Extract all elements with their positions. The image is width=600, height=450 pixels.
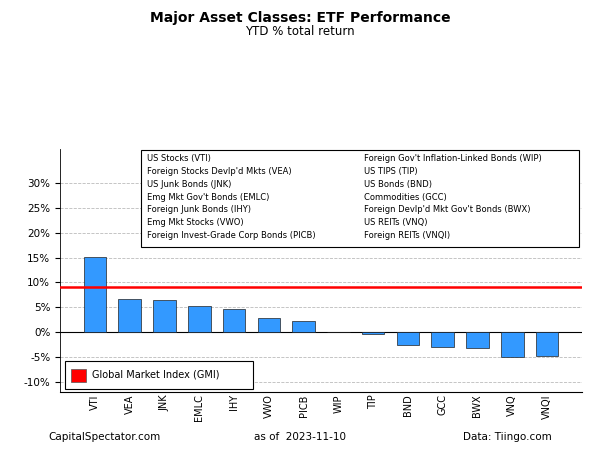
Text: as of  2023-11-10: as of 2023-11-10 [254,432,346,442]
Bar [71,369,86,382]
Bar [431,332,454,347]
Bar [501,332,524,357]
Text: Foreign Gov't Inflation-Linked Bonds (WIP)
US TIPS (TIP)
US Bonds (BND)
Commodit: Foreign Gov't Inflation-Linked Bonds (WI… [364,154,542,240]
Text: Major Asset Classes: ETF Performance: Major Asset Classes: ETF Performance [149,11,451,25]
Bar [141,150,580,247]
Bar [188,306,211,332]
Text: YTD % total return: YTD % total return [245,25,355,38]
Text: Global Market Index (GMI): Global Market Index (GMI) [92,370,220,380]
Bar [257,318,280,332]
Bar [466,332,489,348]
Bar [397,332,419,346]
Bar [84,257,106,332]
Text: Data: Tiingo.com: Data: Tiingo.com [463,432,552,442]
Bar [536,332,558,356]
Bar [327,332,350,333]
Bar [65,361,253,389]
Text: CapitalSpectator.com: CapitalSpectator.com [48,432,160,442]
Text: US Stocks (VTI)
Foreign Stocks Devlp'd Mkts (VEA)
US Junk Bonds (JNK)
Emg Mkt Go: US Stocks (VTI) Foreign Stocks Devlp'd M… [147,154,316,240]
Bar [362,332,385,334]
Bar [153,300,176,332]
Bar [223,309,245,332]
Bar [292,321,315,332]
Bar [118,299,141,332]
